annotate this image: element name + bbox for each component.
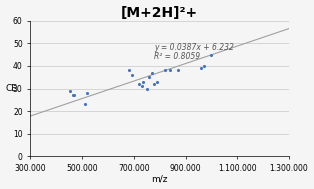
Point	[147, 76, 152, 79]
Point	[209, 53, 214, 56]
Point	[152, 83, 157, 86]
Point	[162, 69, 167, 72]
Text: R² = 0.8059: R² = 0.8059	[154, 52, 201, 61]
Point	[130, 74, 135, 77]
Point	[70, 94, 75, 97]
X-axis label: m/z: m/z	[151, 174, 168, 184]
Y-axis label: CE: CE	[6, 84, 18, 93]
Point	[85, 92, 90, 95]
Point	[126, 69, 131, 72]
Point	[154, 80, 160, 83]
Point	[139, 85, 144, 88]
Point	[137, 83, 142, 86]
Point	[68, 89, 73, 92]
Title: [M+2H]²+: [M+2H]²+	[121, 5, 198, 19]
Point	[144, 87, 149, 90]
Text: y = 0.0387x + 6.232: y = 0.0387x + 6.232	[154, 43, 234, 52]
Point	[175, 69, 180, 72]
Point	[72, 94, 77, 97]
Point	[140, 80, 145, 83]
Point	[167, 69, 172, 72]
Point	[82, 103, 87, 106]
Point	[201, 64, 206, 67]
Point	[198, 67, 203, 70]
Point	[149, 71, 154, 74]
